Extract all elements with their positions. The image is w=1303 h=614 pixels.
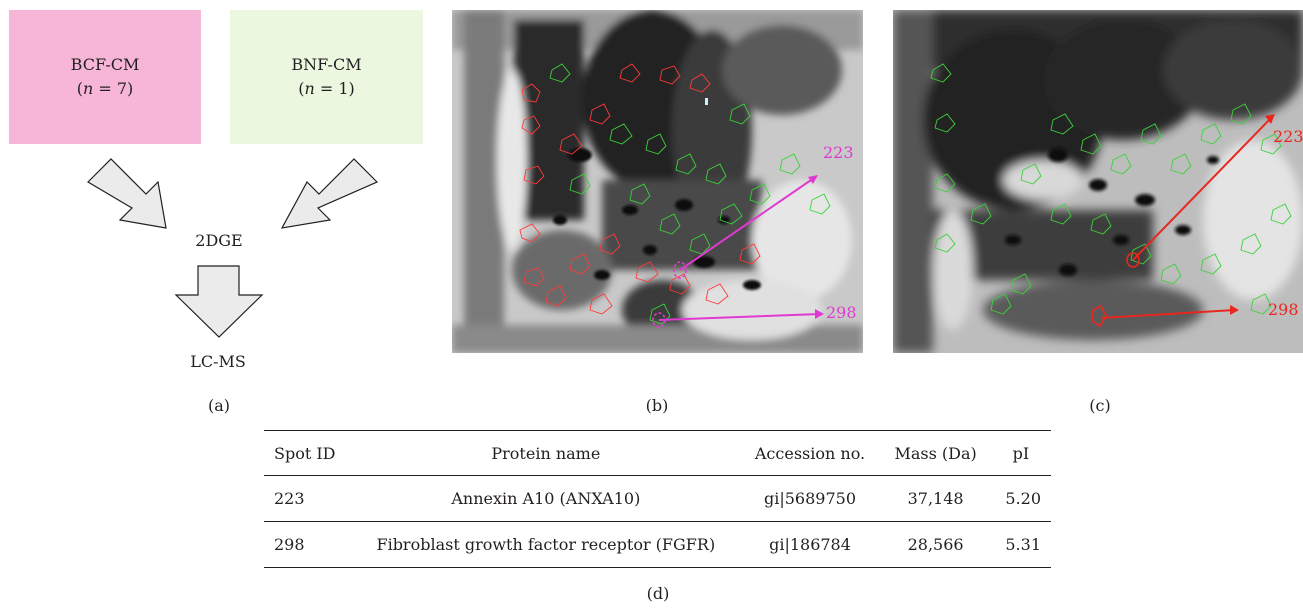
table-header-row: Spot ID Protein name Accession no. Mass … xyxy=(264,430,1051,476)
bnf-cm-label: BNF-CM xyxy=(291,55,362,74)
cell-mass: 37,148 xyxy=(907,489,964,508)
arrow-bcf-to-2dge xyxy=(87,158,167,229)
gel-image-b xyxy=(452,10,863,353)
cell-spot-id: 223 xyxy=(274,489,305,508)
bnf-cm-sample-count: (n = 1) xyxy=(298,79,355,98)
caption-c: (c) xyxy=(1089,396,1111,415)
caption-d: (d) xyxy=(646,584,670,603)
col-header-protein-name: Protein name xyxy=(491,443,601,463)
cell-pi: 5.31 xyxy=(1005,535,1041,554)
cell-pi: 5.20 xyxy=(1005,489,1041,508)
caption-a: (a) xyxy=(207,396,231,415)
table-row: 298 Fibroblast growth factor receptor (F… xyxy=(264,522,1051,568)
col-header-accession: Accession no. xyxy=(754,443,866,463)
arrow-bnf-to-2dge xyxy=(280,158,379,229)
caption-b: (b) xyxy=(645,396,669,415)
bcf-cm-sample-count: (n = 7) xyxy=(76,79,134,98)
step-2dge-label: 2DGE xyxy=(195,231,243,250)
gel-b-spot-298-label: 298 xyxy=(826,303,857,322)
protein-table: Spot ID Protein name Accession no. Mass … xyxy=(264,430,1051,568)
cell-accession: gi|186784 xyxy=(769,535,851,554)
bcf-cm-box: BCF-CM (n = 7) xyxy=(9,10,201,144)
gel-image-c xyxy=(893,10,1303,353)
cell-protein-name: Annexin A10 (ANXA10) xyxy=(451,489,641,508)
col-header-mass: Mass (Da) xyxy=(894,443,977,463)
gel-b-spot-223-label: 223 xyxy=(823,143,854,162)
cell-spot-id: 298 xyxy=(274,535,305,554)
cell-protein-name: Fibroblast growth factor receptor (FGFR) xyxy=(376,535,716,554)
cell-accession: gi|5689750 xyxy=(763,489,856,508)
step-lcms-label: LC-MS xyxy=(190,352,246,371)
table-row: 223 Annexin A10 (ANXA10) gi|5689750 37,1… xyxy=(264,476,1051,522)
arrow-2dge-to-lcms xyxy=(174,265,264,338)
bnf-cm-box: BNF-CM (n = 1) xyxy=(230,10,423,144)
gel-c-spot-223-label: 223 xyxy=(1273,127,1303,146)
workflow-arrows xyxy=(87,158,379,338)
cell-mass: 28,566 xyxy=(907,535,964,554)
col-header-pi: pI xyxy=(1012,443,1030,463)
gel-c-spot-298-label: 298 xyxy=(1268,300,1299,319)
col-header-spot-id: Spot ID xyxy=(274,443,336,463)
bcf-cm-label: BCF-CM xyxy=(70,55,140,74)
